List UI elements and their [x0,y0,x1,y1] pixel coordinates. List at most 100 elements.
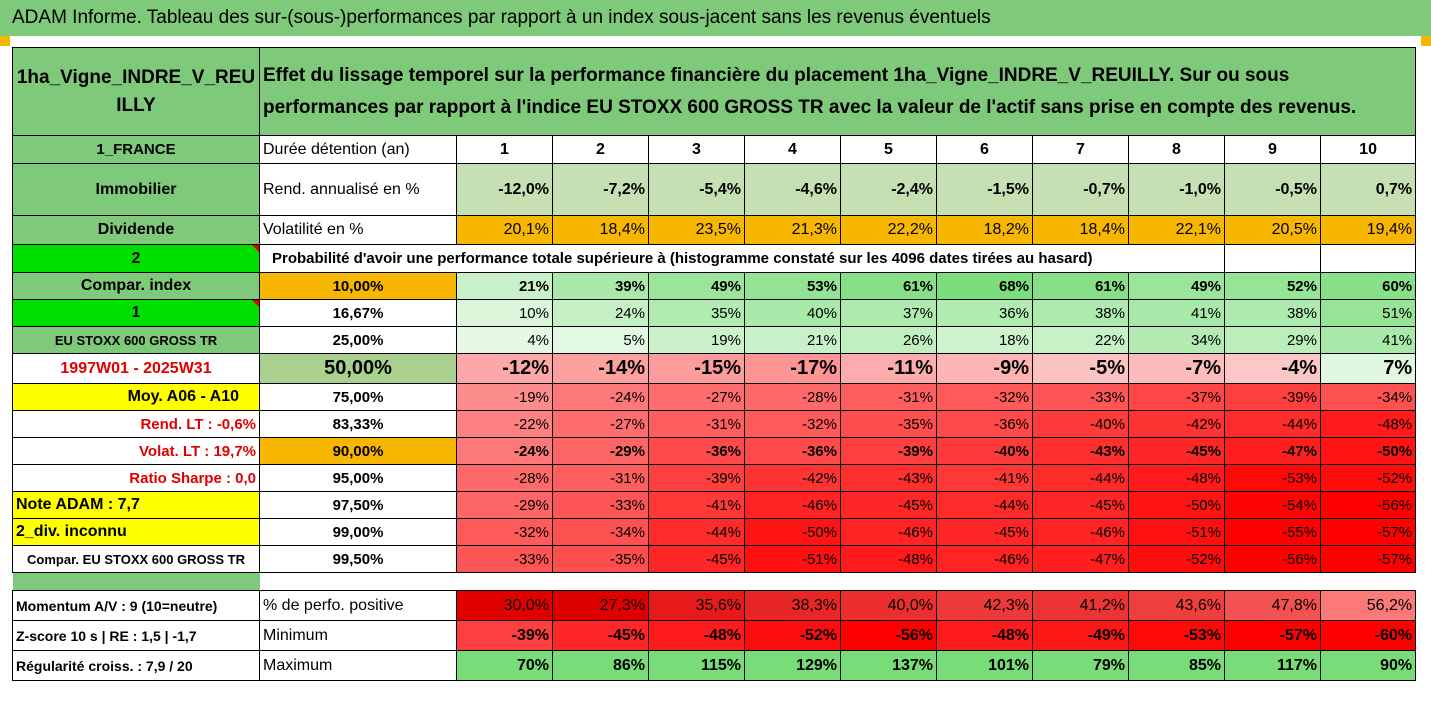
percentile-value: 18% [936,326,1033,354]
maximum-cell: 86% [552,650,649,681]
perfo-cell: 47,8% [1224,590,1321,621]
separator-cell [937,573,1033,591]
percentile-value: 61% [1032,272,1129,300]
minimum-cell: -52% [744,620,841,651]
percentile-value: -7% [1128,353,1225,384]
table-row: 2 Probabilité d'avoir une performance tot… [12,244,1417,273]
rend-cell: 0,7% [1319,163,1417,216]
table-row: Régularité croiss. : 7,9 / 20 Maximum 70% 8… [12,650,1417,681]
percentile-value: -51% [1128,518,1225,546]
percentile-value: 61% [840,272,937,300]
separator-cell [1321,573,1416,591]
maximum-cell: 101% [936,650,1033,681]
report-title: ADAM Informe. Tableau des sur-(sous-)per… [0,0,1431,36]
rend-cell: -1,0% [1128,163,1225,216]
asset-description: Effet du lissage temporel sur la perform… [258,47,1417,136]
volat-cell: 20,5% [1224,215,1321,245]
percentile-value: -43% [840,464,937,492]
separator-cell [1033,573,1129,591]
year-header: 9 [1224,135,1321,164]
separator-cell [553,573,649,591]
percentile-value: -45% [1032,491,1129,519]
percentile-value: -39% [840,437,937,465]
percentile-value: -51% [744,545,841,573]
minimum-cell: -48% [936,620,1033,651]
percentile-value: -12% [456,353,553,384]
percentile-value: -56% [1319,491,1417,519]
percentile-value: 21% [456,272,553,300]
percentile-value: -46% [744,491,841,519]
table-row [12,572,1416,591]
percentile-value: 26% [840,326,937,354]
perfo-cell: 38,3% [744,590,841,621]
volat-cell: 19,4% [1319,215,1417,245]
percentile-value: -14% [552,353,649,384]
percentile-value: 10% [456,299,553,327]
percentile-value: -46% [1032,518,1129,546]
percentile-value: -24% [552,383,649,411]
volat-cell: 18,4% [552,215,649,245]
table-row: 1997W01 - 2025W31 50,00% -12% -14% -15% -17% -… [12,353,1417,384]
row-label-minimum: Minimum [259,620,457,651]
minimum-cell: -49% [1032,620,1129,651]
maximum-cell: 115% [648,650,745,681]
left-label-div: 2_div. inconnu [12,518,260,546]
percentile-value: -27% [648,383,745,411]
table-row: 1_FRANCE Durée détention (an) 1 2 3 4 5 6 7 8 9 10 [12,135,1417,164]
volat-cell: 18,2% [936,215,1033,245]
percentile-value: -33% [1032,383,1129,411]
left-label-sharpe: Ratio Sharpe : 0,0 [12,464,260,492]
percentile-value: -4% [1224,353,1321,384]
maximum-cell: 117% [1224,650,1321,681]
percentile-value: -43% [1032,437,1129,465]
year-header: 5 [840,135,937,164]
percentile-value: 37% [840,299,937,327]
percentile-value: -17% [744,353,841,384]
year-header: 3 [648,135,745,164]
separator-cell [260,573,457,591]
percentile-value: 51% [1319,299,1417,327]
left-label-compar-index: Compar. index [12,272,260,300]
percentile-value: 38% [1032,299,1129,327]
percentile-value: 4% [456,326,553,354]
percentile-value: -33% [456,545,553,573]
left-label-note: Note ADAM : 7,7 [12,491,260,519]
percentile-value: -40% [936,437,1033,465]
percentile-value: -9% [936,353,1033,384]
percentile-value: -36% [744,437,841,465]
percentile-value: 19% [648,326,745,354]
percentile-value: -45% [648,545,745,573]
category-label: Immobilier [12,163,260,216]
percentile-value: -47% [1032,545,1129,573]
percentile-value: -44% [936,491,1033,519]
table-row: Dividende Volatilité en % 20,1% 18,4% 23,5% 2… [12,215,1417,245]
table-row: Note ADAM : 7,7 97,50% -29% -33% -41% -46% -45… [12,491,1417,519]
table-row: Rend. LT : -0,6% 83,33% -22% -27% -31% -32% -3… [12,410,1417,438]
performance-table: 1ha_Vigne_INDRE_V_REUILLY Effet du lissag… [12,47,1417,681]
percentile-value: -46% [936,545,1033,573]
percentile-value: -39% [648,464,745,492]
percentile-value: 49% [648,272,745,300]
percentile-value: -50% [1319,437,1417,465]
percentile-value: -45% [1128,437,1225,465]
corner-marker [1421,36,1431,46]
minimum-cell: -45% [552,620,649,651]
percentile-value: -39% [1224,383,1321,411]
percentile-value: 21% [744,326,841,354]
year-header: 4 [744,135,841,164]
rend-cell: -12,0% [456,163,553,216]
percentile-value: -31% [648,410,745,438]
percentile-value: -22% [456,410,553,438]
percentile-value: -54% [1224,491,1321,519]
minimum-cell: -56% [840,620,937,651]
table-row: Ratio Sharpe : 0,0 95,00% -28% -31% -39% -42%… [12,464,1417,492]
rend-cell: -0,5% [1224,163,1321,216]
percentile-value: -29% [456,491,553,519]
left-label-index-name: EU STOXX 600 GROSS TR [12,326,260,354]
table-row: 1 16,67% 10% 24% 35% 40% 37% 36% 38% 41% 38% 51% [12,299,1417,327]
percentile-value: 39% [552,272,649,300]
percentile-value: -36% [648,437,745,465]
minimum-cell: -53% [1128,620,1225,651]
percentile-value: 29% [1224,326,1321,354]
separator-cell [745,573,841,591]
